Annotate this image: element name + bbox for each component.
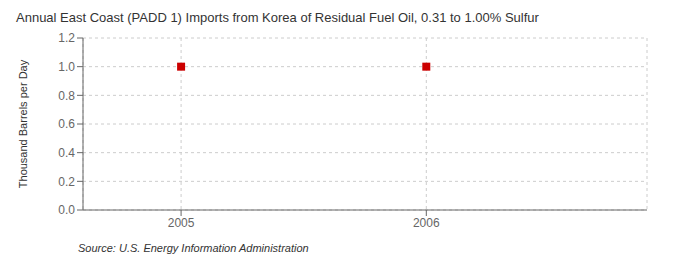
html-text:Annual East Coast (PADD 1) Imp: Annual East Coast (PADD 1) Imports from …	[16, 10, 539, 25]
svg-text:2005: 2005	[168, 216, 195, 230]
svg-text:0.8: 0.8	[58, 89, 75, 103]
svg-text:0.2: 0.2	[58, 175, 75, 189]
svg-text:1.0: 1.0	[58, 60, 75, 74]
html-text:Source: U.S. Energy Informatio: Source: U.S. Energy Information Administ…	[78, 242, 309, 254]
svg-text:0.4: 0.4	[58, 146, 75, 160]
svg-text:0.6: 0.6	[58, 117, 75, 131]
svg-text:0.0: 0.0	[58, 203, 75, 217]
svg-text:1.2: 1.2	[58, 31, 75, 45]
svg-text:2006: 2006	[413, 216, 440, 230]
svg-text:Thousand Barrels per Day: Thousand Barrels per Day	[17, 59, 29, 188]
